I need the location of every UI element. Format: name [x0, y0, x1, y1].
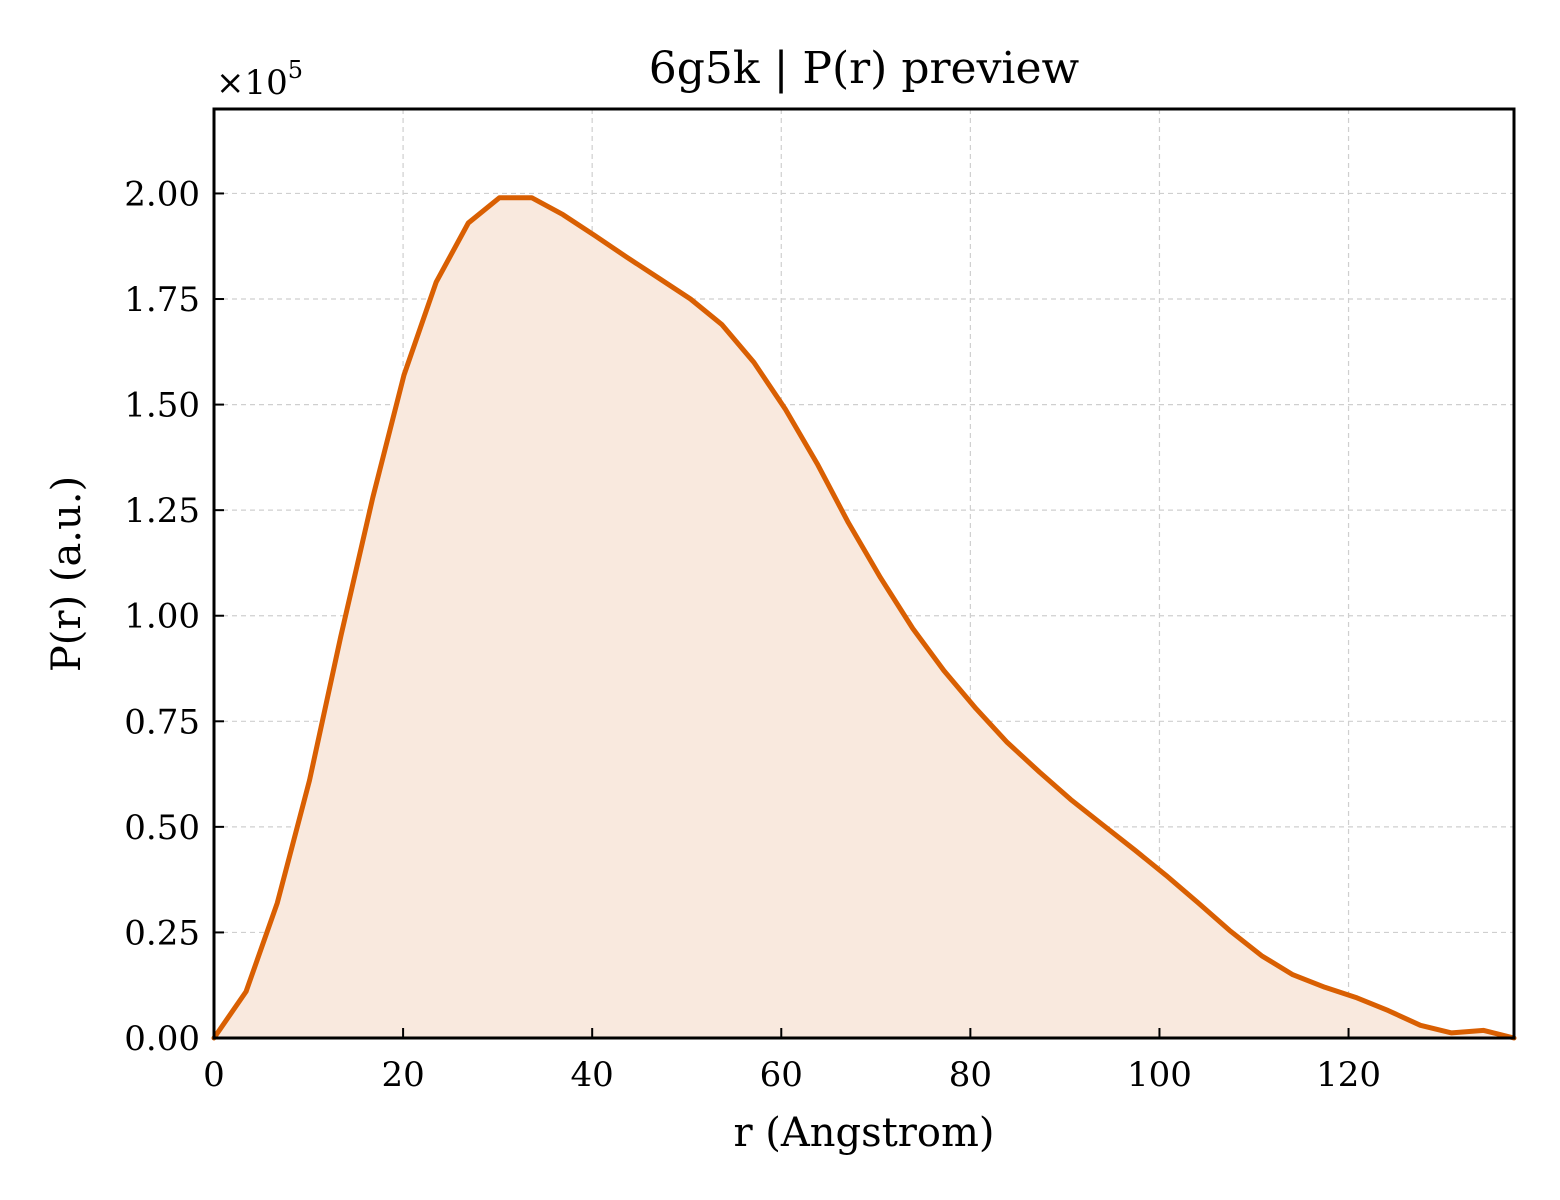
y-tick-label: 0.50	[124, 808, 200, 848]
x-tick-label: 40	[571, 1055, 614, 1095]
y-scale-exponent: 5	[288, 56, 303, 84]
x-axis-title: r (Angstrom)	[733, 1110, 994, 1156]
x-tick-label: 20	[381, 1055, 424, 1095]
y-tick-label: 0.75	[124, 702, 200, 742]
plot-area-layer	[211, 195, 1517, 1041]
x-tick-label: 0	[203, 1055, 225, 1095]
x-tick-label: 120	[1316, 1055, 1381, 1095]
y-scale-multiplier: ×105	[216, 56, 303, 103]
pr-series-line	[211, 195, 1517, 1041]
y-tick-label: 0.25	[124, 913, 200, 953]
x-tick-label: 100	[1127, 1055, 1192, 1095]
y-axis-title: P(r) (a.u.)	[44, 476, 90, 672]
plot-frame	[212, 107, 1516, 1040]
y-scale-base: ×10	[216, 63, 288, 103]
y-tick-label: 1.00	[124, 597, 200, 637]
x-tick-label: 60	[760, 1055, 803, 1095]
y-tick-label: 2.00	[124, 174, 200, 214]
axis-ticks: 0 20 40 60 80 100 120 0.00 0.25 0.50 0.75 1.00 1.25 1…	[124, 174, 1381, 1095]
y-tick-label: 1.50	[124, 386, 200, 426]
y-tick-label: 1.25	[124, 491, 200, 531]
x-tick-label: 80	[949, 1055, 992, 1095]
y-tick-label: 0.00	[124, 1019, 200, 1059]
chart-title: 6g5k | P(r) preview	[649, 43, 1080, 94]
pr-area-fill	[214, 197, 1514, 1038]
y-tick-label: 1.75	[124, 280, 200, 320]
